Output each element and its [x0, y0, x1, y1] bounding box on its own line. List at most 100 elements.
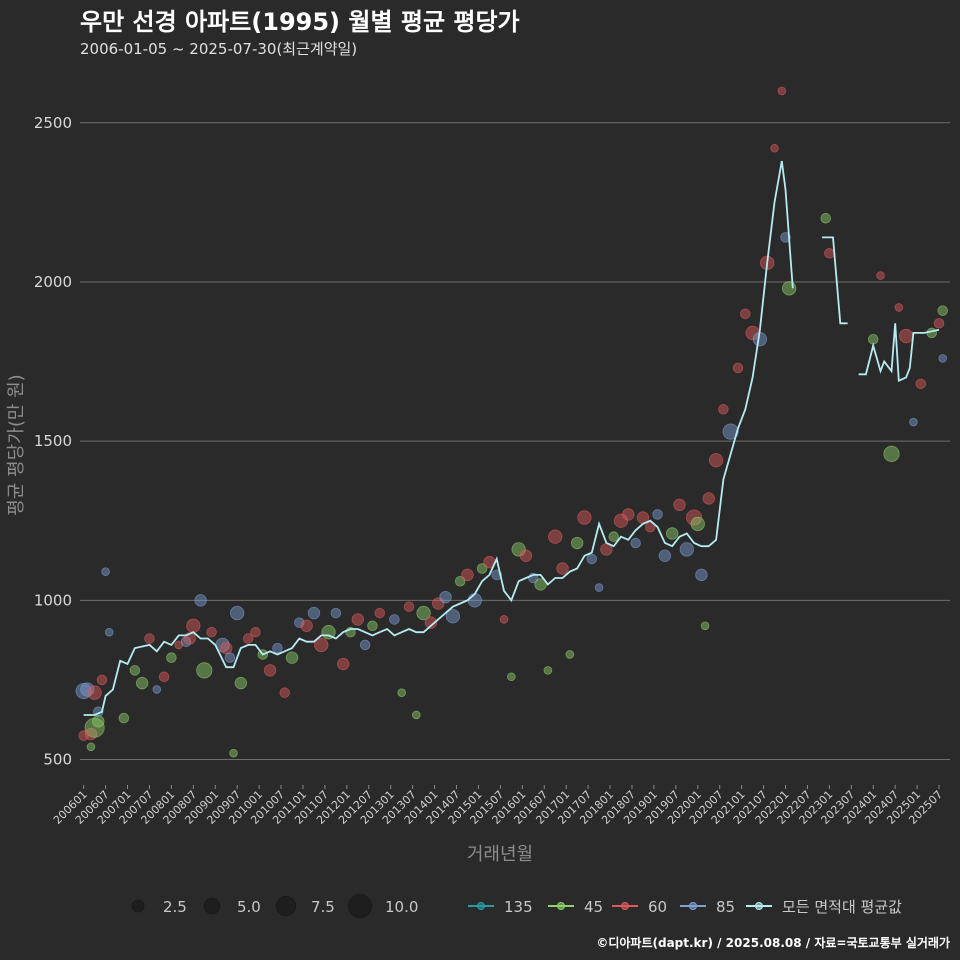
bubble-60-110 [824, 248, 835, 259]
bubble-60-25 [206, 626, 217, 638]
bubble-45-67 [507, 672, 516, 682]
bubble-45-60 [454, 575, 466, 587]
bubble-85-44 [330, 607, 342, 619]
bubble-85-1 [80, 682, 95, 697]
y-tick-labels: 500 1000 1500 2000 2500 [34, 114, 72, 769]
bubble-85-28 [224, 652, 236, 663]
series-legend-dot-avg [755, 902, 763, 910]
bubble-45-3 [84, 717, 105, 738]
bubble-60-100 [732, 362, 744, 374]
bubble-45-10 [86, 742, 96, 752]
size-legend-label-0: 2.5 [163, 898, 187, 916]
bubble-60-15 [144, 633, 155, 644]
bubble-60-83 [622, 508, 635, 521]
bubble-45-55 [416, 605, 431, 621]
size-legend-circle-3 [348, 894, 372, 918]
y-tick-2500: 2500 [34, 114, 72, 132]
y-axis-label: 평균 평당가(만 원) [6, 374, 27, 515]
bubble-60-77 [577, 510, 592, 525]
bubble-45-52 [397, 688, 406, 697]
bubble-60-119 [933, 318, 945, 329]
bubble-60-112 [876, 271, 885, 280]
bubble-60-96 [702, 492, 715, 505]
bubble-60-35 [263, 664, 277, 677]
bubble-85-87 [652, 509, 663, 520]
bubble-60-6 [96, 674, 108, 686]
series-legend-label-45: 45 [584, 898, 603, 916]
chart-subtitle: 2006-01-05 ~ 2025-07-30(최근계약일) [80, 40, 357, 58]
average-line-main [83, 160, 794, 716]
bubble-60-42 [314, 637, 329, 653]
x-axis-label: 거래년월 [467, 844, 533, 865]
bubble-45-31 [234, 676, 248, 690]
bubble-60-106 [777, 86, 787, 96]
bubble-45-71 [534, 578, 547, 591]
bubble-85-7 [104, 627, 114, 637]
y-tick-2000: 2000 [34, 273, 72, 291]
series-legend-label-60: 60 [648, 898, 667, 916]
bubble-45-49 [367, 620, 378, 632]
bubble-60-4 [87, 685, 102, 700]
bubble-60-9 [78, 730, 89, 741]
bubble-45-75 [565, 650, 575, 659]
bubble-45-18 [166, 652, 177, 663]
series-legend: 135 45 60 85 모든 면적대 평균값 [468, 898, 902, 916]
bubble-45-24 [196, 662, 213, 679]
bubble-60-97 [708, 453, 724, 468]
bubble-85-41 [307, 606, 321, 620]
bubble-45-63 [476, 563, 488, 574]
bubble-60-27 [220, 641, 233, 655]
bubble-45-5 [92, 715, 105, 728]
bubble-85-116 [909, 417, 918, 427]
bubble-85-94 [695, 568, 708, 582]
bubble-60-22 [186, 618, 201, 633]
series-legend-dot-60 [621, 902, 629, 910]
bubble-85-99 [722, 423, 739, 440]
bubble-60-90 [673, 498, 686, 512]
bubble-85-48 [359, 639, 371, 651]
bubble-85-16 [152, 685, 162, 694]
size-legend-circle-1 [203, 897, 221, 915]
bubble-60-37 [279, 687, 290, 698]
bubble-points [75, 86, 948, 758]
bubble-45-12 [118, 712, 130, 724]
y-tick-1000: 1000 [34, 591, 72, 609]
bubble-85-62 [467, 593, 482, 608]
bubble-85-8 [101, 567, 110, 576]
size-legend-label-3: 10.0 [385, 898, 418, 916]
bubble-60-114 [894, 303, 904, 312]
x-tick-labels: 2006012006072007012007072008012008072009… [51, 785, 945, 827]
bubble-60-69 [519, 549, 533, 562]
bubble-85-91 [679, 542, 694, 557]
bubble-45-81 [608, 531, 619, 542]
bubble-85-58 [439, 590, 452, 604]
bubble-85-59 [445, 609, 461, 624]
y-tick-1500: 1500 [34, 432, 72, 450]
bubble-45-54 [412, 710, 421, 720]
bubble-45-95 [700, 621, 710, 631]
bubble-85-51 [389, 614, 400, 625]
bubble-60-56 [424, 616, 438, 629]
bubble-85-79 [594, 583, 604, 592]
bubble-60-32 [242, 633, 254, 644]
bubble-60-115 [898, 328, 914, 344]
bubble-45-76 [570, 536, 584, 550]
size-legend-label-1: 5.0 [237, 898, 261, 916]
size-legend-label-2: 7.5 [311, 898, 335, 916]
bubble-45-109 [820, 213, 831, 224]
bubble-85-88 [658, 549, 672, 562]
bubble-60-86 [645, 521, 656, 533]
bubble-45-113 [883, 445, 900, 462]
average-line [83, 160, 940, 716]
bubble-45-72 [543, 666, 553, 675]
bubble-85-23 [194, 594, 207, 607]
bubble-45-29 [229, 748, 238, 758]
bubble-60-47 [351, 613, 365, 626]
bubble-85-36 [272, 642, 283, 654]
series-legend-label-85: 85 [716, 898, 735, 916]
bubble-85-39 [294, 617, 305, 628]
bubble-60-82 [613, 513, 629, 528]
average-line-segment-1 [858, 323, 940, 383]
bubble-45-89 [665, 527, 679, 540]
bubble-45-13 [129, 665, 141, 676]
